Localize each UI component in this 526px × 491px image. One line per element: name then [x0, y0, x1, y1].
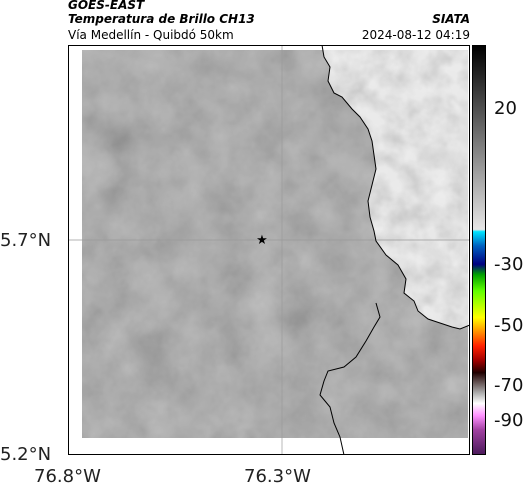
lat-tick-label: 5.2°N — [0, 444, 52, 465]
star-icon: ★ — [256, 233, 268, 248]
map-frame — [68, 45, 470, 455]
colorbar-tick-label: 20 — [494, 98, 517, 119]
satellite-map: ★ — [68, 45, 470, 455]
graticule — [68, 45, 470, 455]
lon-tick-label: 76.3°W — [244, 466, 311, 487]
lat-tick-label: 5.7°N — [0, 230, 52, 251]
cloud-field — [82, 50, 468, 438]
product-title: Temperatura de Brillo CH13 — [68, 12, 255, 26]
satellite-name: GOES-EAST — [68, 0, 145, 12]
colorbar — [472, 45, 486, 455]
lon-tick-label: 76.8°W — [34, 466, 101, 487]
colorbar-tick-label: -50 — [494, 315, 524, 336]
department-borders — [319, 45, 470, 455]
colorbar-tick-label: -70 — [494, 375, 524, 396]
colorbar-tick-label: -90 — [494, 410, 524, 431]
colorbar-tick-label: -30 — [494, 254, 524, 275]
agency-label: SIATA — [432, 12, 470, 26]
timestamp-label: 2024-08-12 04:19 — [361, 28, 470, 42]
route-label: Vía Medellín - Quibdó 50km — [68, 28, 234, 42]
